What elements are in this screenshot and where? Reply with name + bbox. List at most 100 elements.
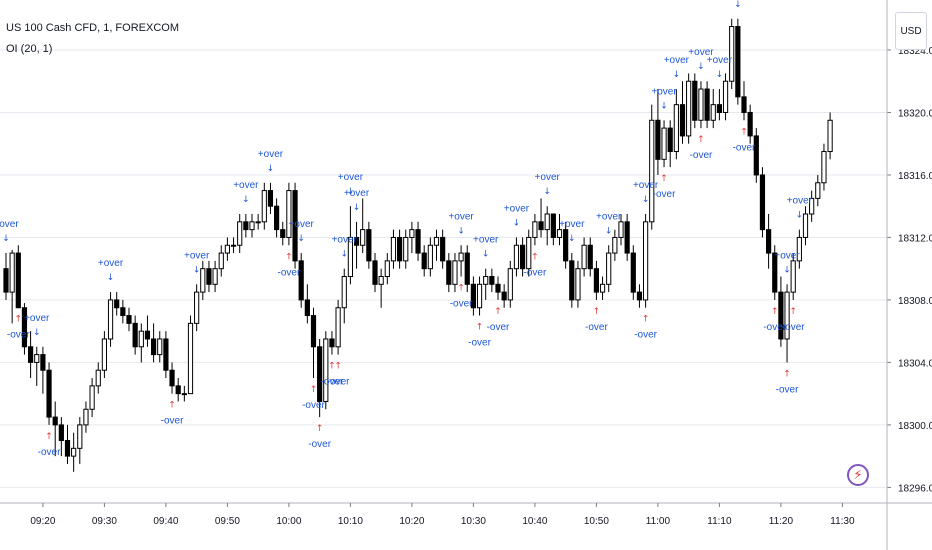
- candle: [71, 447, 77, 457]
- candle: [101, 338, 108, 371]
- down-arrow-icon: ↓: [347, 187, 355, 197]
- over-label: -over: [763, 322, 786, 333]
- candle: [581, 244, 587, 270]
- y-tick-label: 18312.0: [898, 233, 932, 244]
- x-tick-label: 10:50: [584, 516, 609, 527]
- y-tick-label: 18308.0: [898, 296, 932, 307]
- x-tick-label: 10:00: [276, 516, 301, 527]
- lightning-brand-icon[interactable]: ⚡: [847, 464, 869, 486]
- candle: [458, 252, 464, 262]
- candle: [397, 236, 403, 262]
- candle: [649, 119, 655, 223]
- down-arrow-icon: ↓: [353, 203, 361, 213]
- up-arrow-icon: ↑: [45, 432, 53, 442]
- over-label: -over: [524, 267, 547, 278]
- candle: [464, 252, 470, 285]
- down-arrow-icon: ↓: [267, 164, 275, 174]
- candle: [440, 236, 446, 262]
- candle: [46, 369, 52, 418]
- candle: [501, 291, 507, 301]
- candle: [126, 315, 132, 324]
- x-tick-label: 11:30: [830, 516, 855, 527]
- candle: [556, 229, 563, 238]
- up-arrow-icon: ↑: [593, 307, 601, 317]
- x-tick-label: 10:30: [461, 516, 486, 527]
- candle: [809, 197, 815, 215]
- over-label: +over: [338, 172, 364, 183]
- candle: [366, 229, 372, 262]
- candle: [28, 346, 34, 363]
- over-label: -over: [690, 150, 713, 161]
- over-label: -over: [161, 416, 184, 427]
- down-arrow-icon: ↓: [734, 0, 742, 10]
- over-label: +over: [664, 55, 690, 66]
- candle: [636, 291, 643, 301]
- candle: [15, 252, 21, 309]
- candle: [507, 268, 513, 301]
- candle: [495, 283, 501, 293]
- over-label: +over: [289, 219, 315, 230]
- candle: [292, 190, 298, 262]
- candle: [532, 221, 538, 238]
- down-arrow-icon: ↓: [716, 70, 724, 80]
- over-label: +over: [651, 86, 677, 97]
- candle: [378, 275, 384, 285]
- over-label: -over: [776, 384, 799, 395]
- down-arrow-icon: ↓: [513, 218, 521, 228]
- candle: [403, 236, 409, 262]
- down-arrow-icon: ↓: [297, 234, 305, 244]
- candle: [741, 96, 747, 113]
- candle: [169, 369, 175, 387]
- candle: [267, 190, 274, 207]
- candle: [446, 260, 452, 285]
- up-arrow-icon: ↑: [531, 252, 539, 262]
- candle: [360, 229, 366, 246]
- candle: [181, 393, 187, 396]
- x-tick-label: 10:10: [338, 516, 363, 527]
- over-label: -over: [7, 330, 30, 341]
- down-arrow-icon: ↓: [796, 211, 804, 221]
- candle: [298, 260, 304, 301]
- over-label: -over: [733, 142, 756, 153]
- over-label: -over: [308, 439, 331, 450]
- over-label: -over: [321, 377, 344, 388]
- over-label: +over: [473, 235, 499, 246]
- candle: [698, 88, 704, 121]
- indicator-label[interactable]: OI (20, 1): [6, 43, 53, 55]
- candle: [778, 291, 784, 340]
- up-arrow-icon: ↑: [316, 424, 324, 434]
- candle: [624, 221, 630, 254]
- over-label: -over: [450, 298, 473, 309]
- y-tick-label: 18300.0: [898, 421, 932, 432]
- currency-button[interactable]: USD: [895, 12, 927, 50]
- y-tick-label: 18324.0: [898, 46, 932, 57]
- candle: [802, 213, 809, 238]
- candle: [722, 80, 729, 113]
- y-tick-label: 18320.0: [898, 108, 932, 119]
- up-arrow-icon: ↑: [476, 323, 484, 333]
- down-arrow-icon: ↓: [33, 328, 41, 338]
- candle: [710, 104, 716, 121]
- over-label: -over: [302, 400, 325, 411]
- down-arrow-icon: ↓: [673, 70, 681, 80]
- over-label: +over: [774, 250, 800, 261]
- candle: [286, 190, 292, 238]
- candle: [643, 221, 649, 301]
- y-tick-label: 18296.0: [898, 483, 932, 494]
- down-arrow-icon: ↓: [457, 226, 465, 236]
- up-arrow-icon: ↑: [771, 307, 779, 317]
- up-arrow-icon: ↑: [168, 401, 176, 411]
- down-arrow-icon: ↓: [543, 187, 551, 197]
- candle: [255, 221, 261, 224]
- candle: [341, 275, 347, 309]
- candle: [194, 291, 200, 324]
- candle: [157, 338, 163, 356]
- candle: [384, 260, 390, 277]
- up-arrow-icon: ↑: [789, 307, 797, 317]
- candle: [3, 268, 9, 293]
- candle: [249, 221, 255, 231]
- over-label: +over: [344, 188, 370, 199]
- over-label: +over: [98, 258, 124, 269]
